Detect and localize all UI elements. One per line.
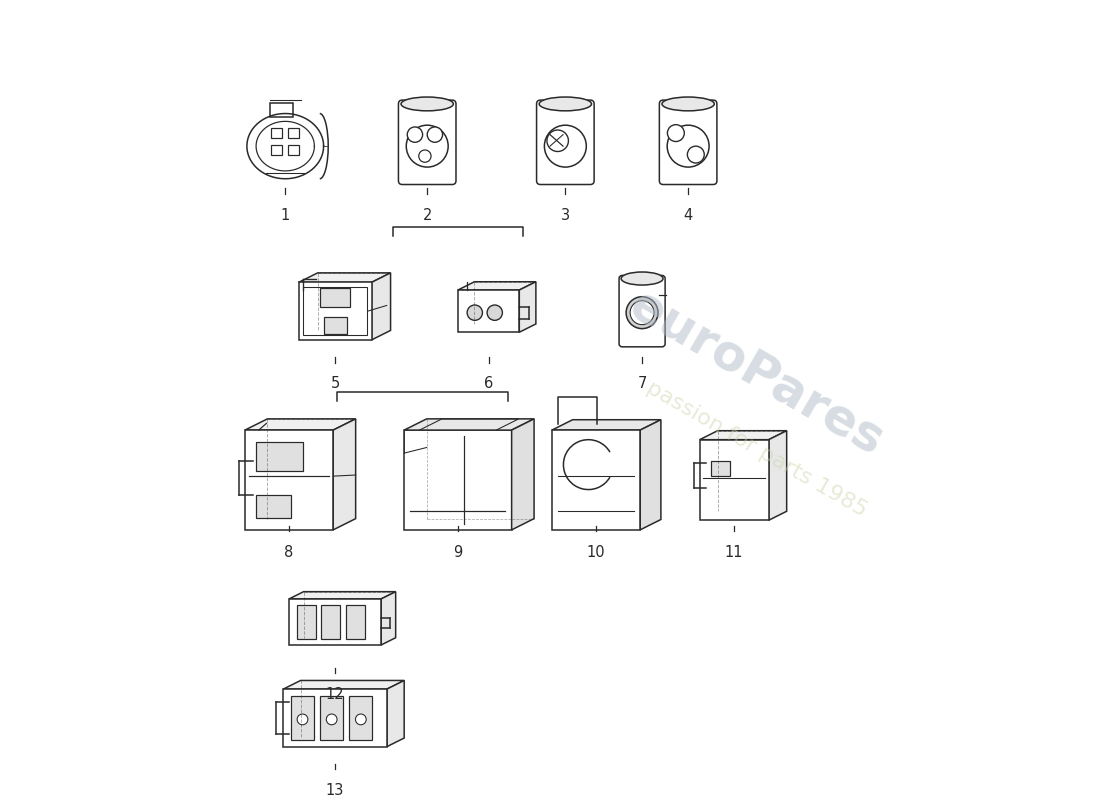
FancyBboxPatch shape	[320, 696, 343, 740]
Text: 7: 7	[637, 376, 647, 391]
FancyBboxPatch shape	[712, 461, 730, 476]
Polygon shape	[284, 681, 404, 689]
FancyBboxPatch shape	[537, 100, 594, 185]
Polygon shape	[245, 430, 333, 530]
FancyBboxPatch shape	[321, 605, 341, 639]
FancyBboxPatch shape	[272, 128, 283, 138]
Polygon shape	[382, 592, 396, 645]
FancyBboxPatch shape	[619, 275, 666, 347]
Circle shape	[547, 130, 569, 151]
Text: 1: 1	[280, 207, 290, 222]
Text: 10: 10	[586, 546, 605, 560]
Polygon shape	[404, 430, 512, 530]
Text: 12: 12	[326, 687, 344, 702]
Polygon shape	[512, 419, 535, 530]
Polygon shape	[289, 599, 382, 645]
Text: 6: 6	[484, 376, 493, 391]
Circle shape	[327, 714, 337, 725]
Text: 3: 3	[561, 207, 570, 222]
FancyBboxPatch shape	[659, 100, 717, 185]
FancyBboxPatch shape	[256, 495, 292, 518]
Polygon shape	[640, 420, 661, 530]
Circle shape	[355, 714, 366, 725]
Circle shape	[297, 714, 308, 725]
Polygon shape	[372, 273, 390, 340]
Polygon shape	[245, 419, 355, 430]
FancyBboxPatch shape	[398, 100, 456, 185]
FancyBboxPatch shape	[288, 145, 299, 155]
Polygon shape	[299, 273, 390, 282]
FancyBboxPatch shape	[270, 102, 293, 117]
Polygon shape	[289, 592, 396, 599]
Polygon shape	[700, 440, 769, 520]
Text: passion for parts 1985: passion for parts 1985	[644, 378, 871, 521]
Circle shape	[630, 301, 654, 325]
FancyBboxPatch shape	[350, 696, 372, 740]
Circle shape	[406, 125, 448, 167]
Polygon shape	[519, 282, 536, 332]
Polygon shape	[387, 681, 404, 746]
Circle shape	[688, 146, 704, 163]
Polygon shape	[333, 419, 355, 530]
Circle shape	[419, 150, 431, 162]
Polygon shape	[404, 419, 535, 430]
FancyBboxPatch shape	[297, 605, 316, 639]
FancyBboxPatch shape	[256, 442, 302, 470]
Circle shape	[468, 305, 483, 320]
Circle shape	[427, 127, 442, 142]
FancyBboxPatch shape	[345, 605, 365, 639]
Polygon shape	[552, 430, 640, 530]
Circle shape	[407, 127, 422, 142]
Polygon shape	[299, 282, 372, 340]
Circle shape	[626, 297, 658, 329]
FancyBboxPatch shape	[292, 696, 313, 740]
Text: 9: 9	[453, 546, 462, 560]
FancyBboxPatch shape	[323, 318, 346, 334]
Text: 4: 4	[683, 207, 693, 222]
Circle shape	[487, 305, 503, 320]
Ellipse shape	[621, 272, 663, 285]
Text: 2: 2	[422, 207, 432, 222]
Ellipse shape	[539, 97, 592, 111]
Circle shape	[668, 125, 684, 142]
Text: 8: 8	[285, 546, 294, 560]
Polygon shape	[769, 430, 786, 520]
Text: 13: 13	[326, 783, 344, 798]
Text: euroPares: euroPares	[621, 280, 893, 465]
FancyBboxPatch shape	[272, 145, 283, 155]
Text: 5: 5	[330, 376, 340, 391]
Text: 11: 11	[725, 546, 744, 560]
Polygon shape	[284, 689, 387, 746]
Polygon shape	[700, 430, 786, 440]
FancyBboxPatch shape	[288, 128, 299, 138]
Ellipse shape	[402, 97, 453, 111]
Circle shape	[544, 125, 586, 167]
Polygon shape	[458, 290, 519, 332]
Polygon shape	[458, 282, 536, 290]
Ellipse shape	[662, 97, 714, 111]
Polygon shape	[552, 420, 661, 430]
FancyBboxPatch shape	[320, 288, 351, 307]
Circle shape	[668, 125, 710, 167]
